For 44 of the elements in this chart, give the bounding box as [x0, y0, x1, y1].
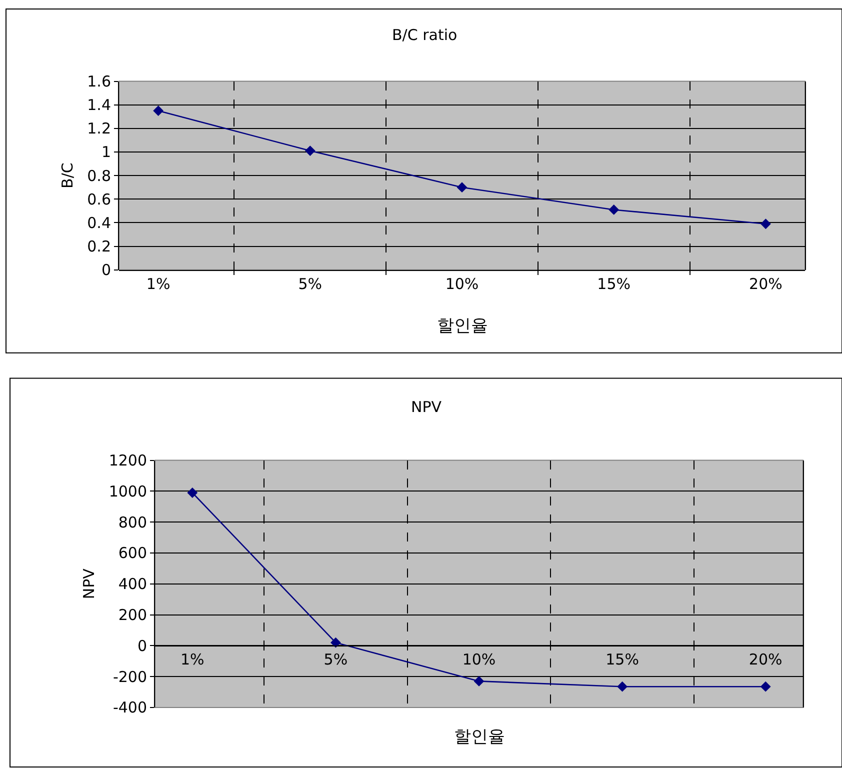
point: [474, 676, 484, 686]
x-tick-label: 10%: [445, 274, 479, 293]
point: [760, 681, 771, 692]
point: [153, 106, 164, 116]
point: [330, 637, 341, 648]
point: [187, 488, 198, 498]
y-tick-label: 400: [118, 575, 147, 594]
y-tick-label: 0.2: [87, 238, 111, 256]
x-tick-label: 5%: [298, 274, 322, 293]
y-tick-label: 1: [101, 143, 111, 162]
chart-title: B/C ratio: [392, 26, 458, 44]
point: [456, 182, 468, 193]
point: [608, 204, 620, 215]
y-tick-label: 600: [118, 544, 147, 562]
y-axis-title: NPV: [80, 568, 98, 600]
y-tick-label: 1.2: [87, 120, 111, 138]
y-tick-label: 0.8: [87, 166, 111, 185]
y-axis-title: B/C: [58, 162, 76, 188]
y-tick-label: 800: [118, 513, 147, 532]
x-tick-label: 20%: [748, 650, 782, 669]
y-tick-label: 0: [137, 636, 147, 655]
x-tick-label: 15%: [597, 274, 631, 293]
chart-title: NPV: [411, 398, 442, 416]
x-tick-label: 20%: [749, 274, 782, 293]
point: [617, 681, 628, 692]
point: [760, 218, 771, 230]
y-tick-label: 0.6: [87, 190, 111, 208]
x-tick-label: 1%: [180, 650, 204, 669]
y-tick-label: 0: [101, 261, 111, 280]
y-tick-label: 1200: [108, 452, 147, 470]
y-tick-label: 1.6: [87, 72, 111, 91]
x-tick-label: 15%: [606, 650, 639, 669]
y-tick-label: -200: [112, 668, 147, 686]
point: [304, 146, 316, 156]
x-tick-label: 1%: [146, 274, 170, 293]
y-tick-label: 1.4: [87, 96, 111, 114]
x-axis-title: 할인율: [454, 727, 505, 747]
y-tick-label: 0.4: [87, 214, 111, 232]
x-tick-label: 10%: [462, 650, 496, 669]
y-tick-label: 1000: [108, 482, 147, 500]
x-axis-title: 할인율: [437, 316, 488, 336]
y-tick-label: -400: [112, 698, 147, 717]
y-tick-label: 200: [118, 606, 147, 624]
x-tick-label: 5%: [324, 650, 348, 669]
